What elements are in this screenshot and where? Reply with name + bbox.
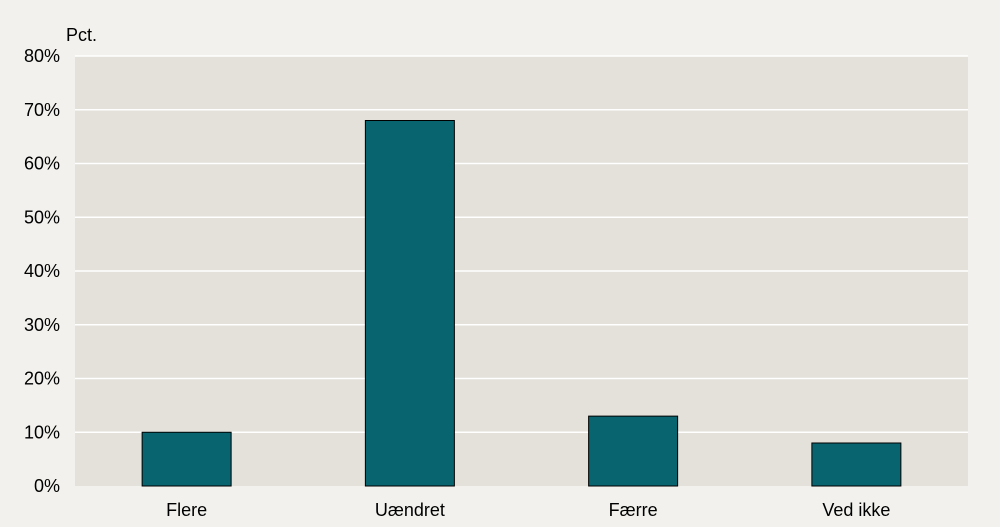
y-tick-label: 70% bbox=[24, 100, 60, 120]
x-category-label: Færre bbox=[609, 500, 658, 520]
bar bbox=[364, 120, 455, 487]
y-tick-label: 30% bbox=[24, 315, 60, 335]
bar bbox=[141, 431, 232, 487]
bar bbox=[588, 415, 679, 487]
y-axis-unit-label: Pct. bbox=[66, 25, 97, 45]
x-category-label: Flere bbox=[166, 500, 207, 520]
y-tick-label: 10% bbox=[24, 422, 60, 442]
x-category-label: Uændret bbox=[375, 500, 445, 520]
x-axis-labels: Flere Uændret Færre Ved ikke bbox=[166, 500, 890, 520]
y-tick-label: 50% bbox=[24, 207, 60, 227]
y-tick-label: 20% bbox=[24, 369, 60, 389]
y-tick-label: 0% bbox=[34, 476, 60, 496]
bar-series bbox=[141, 120, 902, 487]
bar bbox=[811, 442, 902, 487]
y-tick-label: 40% bbox=[24, 261, 60, 281]
y-tick-label: 80% bbox=[24, 46, 60, 66]
x-category-label: Ved ikke bbox=[822, 500, 890, 520]
y-tick-label: 60% bbox=[24, 154, 60, 174]
y-axis-ticks: 0% 10% 20% 30% 40% 50% 60% 70% 80% bbox=[24, 46, 60, 496]
